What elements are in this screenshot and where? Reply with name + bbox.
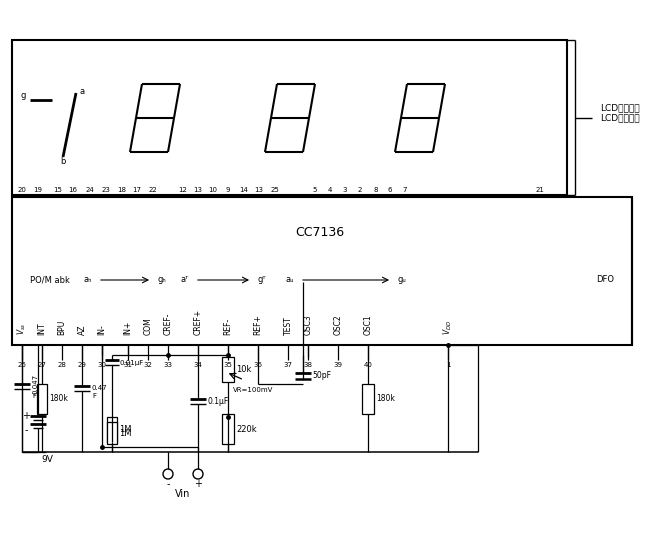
Text: 26: 26: [17, 362, 27, 368]
Text: -: -: [166, 479, 169, 489]
Text: OSC2: OSC2: [334, 314, 342, 335]
Text: 15: 15: [53, 187, 63, 193]
Text: 0.01μF: 0.01μF: [120, 360, 144, 366]
Text: 16: 16: [69, 187, 77, 193]
Text: VR=100mV: VR=100mV: [233, 387, 273, 393]
Text: 32: 32: [143, 362, 153, 368]
Text: 27: 27: [37, 362, 47, 368]
Text: 17: 17: [133, 187, 141, 193]
Text: 31: 31: [123, 362, 133, 368]
Text: 35: 35: [223, 362, 232, 368]
Text: 20: 20: [17, 187, 27, 193]
Bar: [12, 40, 567, 195]
Text: gₕ: gₕ: [157, 275, 166, 285]
Text: 14: 14: [239, 187, 248, 193]
Bar: [107, 417, 117, 442]
Text: gᵀ: gᵀ: [257, 275, 266, 285]
Text: INT: INT: [37, 322, 47, 335]
Text: a: a: [79, 86, 84, 96]
Text: OSC3: OSC3: [303, 314, 313, 335]
Bar: [362, 383, 374, 414]
Text: g: g: [21, 91, 26, 99]
Text: aₕ: aₕ: [84, 275, 92, 285]
Text: 37: 37: [283, 362, 293, 368]
Text: DFO: DFO: [596, 275, 614, 285]
Text: AZ: AZ: [77, 325, 87, 335]
Text: 33: 33: [163, 362, 173, 368]
Text: 18: 18: [117, 187, 127, 193]
Text: 1: 1: [446, 362, 450, 368]
Bar: [222, 357, 234, 382]
Text: F: F: [32, 394, 36, 400]
Text: 22: 22: [149, 187, 157, 193]
Text: 0.047: 0.047: [32, 374, 38, 394]
Text: 0.47: 0.47: [92, 384, 107, 390]
Text: 30: 30: [97, 362, 107, 368]
Text: BPU: BPU: [57, 320, 67, 335]
Text: 10: 10: [209, 187, 217, 193]
Text: 40: 40: [364, 362, 372, 368]
Text: 220k: 220k: [236, 426, 257, 435]
Text: 5: 5: [313, 187, 317, 193]
Text: 10k: 10k: [236, 366, 251, 375]
Text: OSC1: OSC1: [364, 314, 372, 335]
Text: 9V: 9V: [41, 456, 53, 464]
Text: gᵤ: gᵤ: [398, 275, 406, 285]
Text: 6: 6: [388, 187, 392, 193]
Text: 0.1μF: 0.1μF: [207, 397, 228, 406]
Text: 23: 23: [101, 187, 111, 193]
Text: LCD公共电极: LCD公共电极: [600, 113, 640, 123]
Bar: [222, 414, 234, 444]
Text: 13: 13: [193, 187, 203, 193]
Text: -: -: [24, 425, 28, 435]
Text: 50pF: 50pF: [312, 372, 331, 381]
Text: 28: 28: [57, 362, 67, 368]
Text: +: +: [194, 479, 202, 489]
Text: 12: 12: [179, 187, 187, 193]
Text: LCD公共电极: LCD公共电极: [600, 104, 640, 112]
Text: IN+: IN+: [123, 321, 133, 335]
Text: CREF-: CREF-: [163, 313, 173, 335]
Text: PO/M abk: PO/M abk: [30, 275, 70, 285]
Text: 1M: 1M: [119, 429, 131, 438]
Text: CREF+: CREF+: [193, 309, 203, 335]
Text: COM: COM: [143, 317, 153, 335]
Bar: [12, 197, 632, 345]
Text: b: b: [60, 157, 65, 165]
Text: IN-: IN-: [97, 324, 107, 335]
Text: 36: 36: [253, 362, 263, 368]
Text: 180k: 180k: [49, 394, 68, 403]
Bar: [107, 422, 117, 444]
Text: Vin: Vin: [175, 489, 191, 499]
Text: 29: 29: [77, 362, 87, 368]
Text: 38: 38: [303, 362, 313, 368]
Text: 2: 2: [358, 187, 362, 193]
Text: 7: 7: [403, 187, 408, 193]
Text: TEST: TEST: [283, 316, 293, 335]
Text: 21: 21: [536, 187, 544, 193]
Text: aᵀ: aᵀ: [181, 275, 189, 285]
Text: 9: 9: [225, 187, 230, 193]
Text: +: +: [22, 411, 30, 421]
Text: 34: 34: [193, 362, 203, 368]
Bar: [37, 383, 47, 414]
Text: 13: 13: [255, 187, 263, 193]
Text: REF-: REF-: [223, 318, 233, 335]
Text: $V_{ss}$: $V_{ss}$: [16, 322, 28, 335]
Text: $V_{DD}$: $V_{DD}$: [442, 320, 454, 335]
Text: 25: 25: [271, 187, 279, 193]
Text: aᵤ: aᵤ: [285, 275, 294, 285]
Text: 24: 24: [85, 187, 94, 193]
Text: 19: 19: [33, 187, 43, 193]
Text: 1M: 1M: [119, 424, 131, 434]
Text: 8: 8: [374, 187, 378, 193]
Text: 180k: 180k: [376, 394, 395, 403]
Text: REF+: REF+: [253, 314, 263, 335]
Text: F: F: [92, 393, 96, 399]
Text: 3: 3: [343, 187, 348, 193]
Text: 4: 4: [327, 187, 332, 193]
Text: CC7136: CC7136: [295, 226, 345, 239]
Text: 39: 39: [334, 362, 342, 368]
